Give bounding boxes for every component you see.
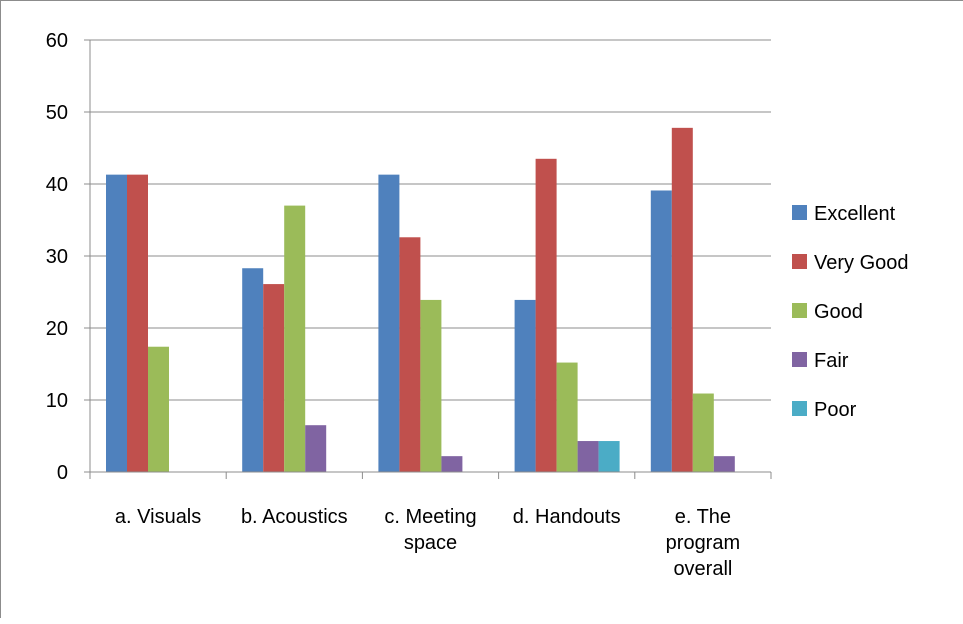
y-tick-label: 50: [46, 102, 68, 124]
bar-fair: [305, 425, 327, 472]
y-tick-label: 60: [46, 30, 68, 52]
bar-excellent: [106, 174, 127, 472]
bar-excellent: [242, 268, 264, 472]
bar-good: [556, 362, 578, 472]
y-tick-labels: 0 10 20 30 40 50 60: [46, 30, 68, 484]
legend: Excellent Very Good Good Fair Poor: [792, 203, 909, 421]
bar-fair: [713, 456, 735, 472]
legend-label: Good: [814, 301, 863, 323]
bar-good: [420, 299, 442, 472]
legend-label: Poor: [814, 399, 857, 421]
bar-fair: [441, 456, 463, 472]
bar-very-good: [263, 284, 285, 472]
axes: [84, 39, 772, 479]
x-tick-label: d. Handouts: [513, 506, 621, 528]
bars: [106, 127, 735, 473]
bar-very-good: [535, 158, 557, 473]
legend-swatch: [792, 303, 807, 318]
bar-fair: [577, 441, 599, 472]
bar-poor: [598, 441, 620, 472]
y-tick-label: 0: [57, 462, 68, 484]
bar-excellent: [650, 190, 672, 473]
legend-swatch: [792, 254, 807, 269]
bar-very-good: [127, 174, 148, 472]
bar-excellent: [514, 299, 536, 472]
x-tick-label: e. The: [675, 506, 731, 528]
legend-swatch: [792, 205, 807, 220]
legend-swatch: [792, 401, 807, 416]
y-tick-label: 10: [46, 390, 68, 412]
legend-label: Excellent: [814, 203, 896, 225]
x-tick-label: b. Acoustics: [241, 506, 348, 528]
y-tick-label: 30: [46, 246, 68, 268]
legend-label: Very Good: [814, 252, 909, 274]
x-tick-labels: a. Visuals b. Acoustics c. Meeting space d. …: [115, 506, 740, 580]
bar-very-good: [671, 127, 693, 472]
x-tick-label: program: [666, 532, 740, 554]
y-tick-label: 20: [46, 318, 68, 340]
x-tick-label: a. Visuals: [115, 506, 201, 528]
x-tick-label: space: [404, 532, 457, 554]
bar-good: [692, 393, 714, 472]
legend-swatch: [792, 352, 807, 367]
legend-label: Fair: [814, 350, 849, 372]
bar-good: [284, 205, 306, 472]
x-tick-label: c. Meeting: [384, 506, 476, 528]
bar-excellent: [378, 174, 400, 472]
bar-good: [148, 346, 169, 472]
y-tick-label: 40: [46, 174, 68, 196]
x-tick-label: overall: [673, 558, 732, 580]
bar-very-good: [399, 237, 421, 472]
